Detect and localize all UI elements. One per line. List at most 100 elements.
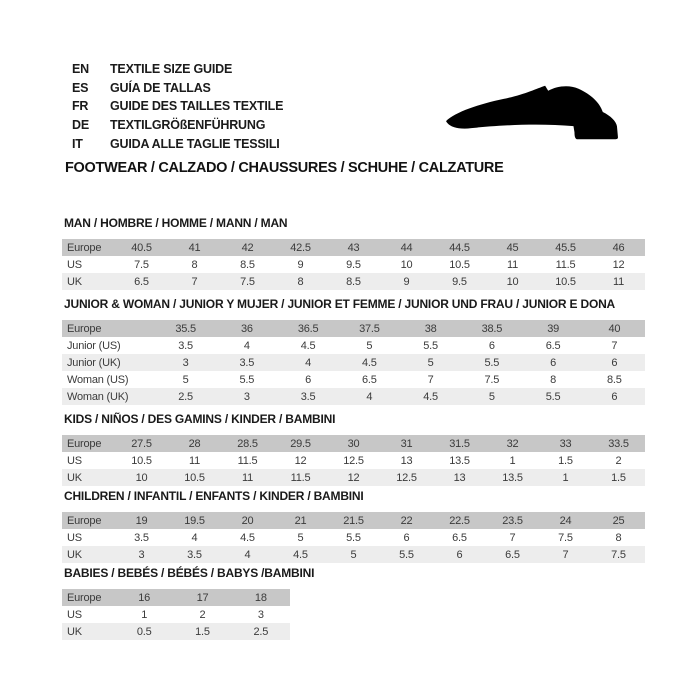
size-cell: 2.5 xyxy=(178,390,193,403)
row-label: UK xyxy=(67,625,82,638)
size-cell: 36 xyxy=(240,322,253,335)
size-cell: 27.5 xyxy=(131,437,152,450)
size-cell: 30 xyxy=(347,437,360,450)
size-cell: 10 xyxy=(506,275,519,288)
size-cell: 22.5 xyxy=(449,514,470,527)
size-cell: 11.5 xyxy=(290,471,311,484)
size-cell: 32 xyxy=(506,437,519,450)
size-cell: 0.5 xyxy=(136,625,152,638)
size-cell: 46 xyxy=(612,241,625,254)
section-kids: KIDS / NIÑOS / DES GAMINS / KINDER / BAM… xyxy=(62,412,645,486)
size-cell: 11 xyxy=(506,258,519,271)
size-cell: 10 xyxy=(400,258,413,271)
size-table-man: Europe 40.5 41 42 42.5 43 44 44.5 45 45.5 46 US 7.5 8… xyxy=(62,239,645,290)
table-header-row: Europe 40.5 41 42 42.5 43 44 44.5 45 45.5 46 xyxy=(62,239,645,256)
size-cell: 13.5 xyxy=(449,454,470,467)
table-header-row: Europe 16 17 18 xyxy=(62,589,290,606)
size-cell: 1 xyxy=(141,608,148,621)
row-label: Europe xyxy=(67,591,102,604)
size-cell: 5.5 xyxy=(484,356,500,369)
size-cell: 1 xyxy=(562,471,569,484)
row-label: UK xyxy=(67,275,82,288)
size-cell: 3.5 xyxy=(178,339,193,352)
size-cell: 6.5 xyxy=(545,339,561,352)
size-cell: 7 xyxy=(611,339,618,352)
size-cell: 7 xyxy=(509,531,516,544)
size-cell: 7.5 xyxy=(558,531,573,544)
size-cell: 9.5 xyxy=(452,275,467,288)
language-label: GUIDA ALLE TAGLIE TESSILI xyxy=(110,136,280,151)
size-cell: 8.5 xyxy=(240,258,255,271)
table-header-row: Europe 19 19.5 20 21 21.5 22 22.5 23.5 24 25 xyxy=(62,512,645,529)
size-cell: 1 xyxy=(509,454,516,467)
size-table-babies: Europe 16 17 18 US 1 2 3 UK 0.5 1.5 2.5 xyxy=(62,589,290,640)
size-table-junior-woman: Europe 35.5 36 36.5 37.5 38 38.5 39 40 Junior (US… xyxy=(62,320,645,405)
size-cell: 7.5 xyxy=(134,258,149,271)
size-cell: 12.5 xyxy=(343,454,364,467)
table-title-kids: KIDS / NIÑOS / DES GAMINS / KINDER / BAM… xyxy=(64,412,336,426)
language-code: FR xyxy=(72,99,89,114)
size-cell: 5.5 xyxy=(346,531,361,544)
row-label: Europe xyxy=(67,241,102,254)
size-cell: 5.5 xyxy=(239,373,255,386)
size-cell: 37.5 xyxy=(359,322,380,335)
size-cell: 5 xyxy=(427,356,434,369)
table-row: UK 6.5 7 7.5 8 8.5 9 9.5 10 10.5 11 xyxy=(62,273,645,290)
size-cell: 45 xyxy=(506,241,519,254)
size-cell: 24 xyxy=(559,514,572,527)
language-label: TEXTILGRÖßENFÜHRUNG xyxy=(110,118,266,133)
table-title-junior-woman: JUNIOR & WOMAN / JUNIOR Y MUJER / JUNIOR… xyxy=(64,297,616,311)
row-label: Junior (US) xyxy=(67,339,121,352)
size-cell: 44.5 xyxy=(449,241,470,254)
language-label: GUIDE DES TAILLES TEXTILE xyxy=(110,99,284,114)
size-cell: 40.5 xyxy=(131,241,152,254)
size-cell: 38.5 xyxy=(481,322,503,335)
row-label: US xyxy=(67,258,82,271)
size-cell: 13.5 xyxy=(502,471,523,484)
table-row: US 3.5 4 4.5 5 5.5 6 6.5 7 7.5 8 xyxy=(62,529,645,546)
size-cell: 13 xyxy=(400,454,413,467)
row-label: US xyxy=(67,608,82,621)
size-cell: 38 xyxy=(424,322,437,335)
size-cell: 10 xyxy=(135,471,148,484)
size-cell: 19 xyxy=(135,514,148,527)
language-label: GUÍA DE TALLAS xyxy=(110,80,211,95)
table-row: UK 3 3.5 4 4.5 5 5.5 6 6.5 7 7.5 xyxy=(62,546,645,563)
size-cell: 5 xyxy=(182,373,189,386)
size-cell: 6 xyxy=(456,548,463,561)
table-row: Junior (US) 3.5 4 4.5 5 5.5 6 6.5 7 xyxy=(62,337,645,354)
size-cell: 8 xyxy=(297,275,304,288)
table-title-babies: BABIES / BEBÉS / BÉBÉS / BABYS /BAMBINI xyxy=(64,566,315,580)
size-cell: 28 xyxy=(188,437,201,450)
size-cell: 4.5 xyxy=(300,339,316,352)
size-cell: 6.5 xyxy=(362,373,377,386)
category-title: FOOTWEAR / CALZADO / CHAUSSURES / SCHUHE… xyxy=(65,160,504,176)
size-cell: 12 xyxy=(612,258,625,271)
size-cell: 3.5 xyxy=(300,390,316,403)
table-title-children: CHILDREN / INFANTIL / ENFANTS / KINDER /… xyxy=(64,489,364,503)
size-cell: 7.5 xyxy=(611,548,626,561)
row-label: Europe xyxy=(67,514,102,527)
size-cell: 10.5 xyxy=(131,454,152,467)
table-title-man: MAN / HOMBRE / HOMME / MANN / MAN xyxy=(64,216,288,230)
size-cell: 1.5 xyxy=(558,454,573,467)
language-row-de: DE TEXTILGRÖßENFÜHRUNG xyxy=(72,116,283,135)
size-cell: 5 xyxy=(297,531,304,544)
row-label: Woman (UK) xyxy=(67,390,129,403)
language-code: ES xyxy=(72,80,89,95)
size-cell: 6 xyxy=(305,373,312,386)
size-cell: 5.5 xyxy=(545,390,561,403)
size-cell: 39 xyxy=(547,322,560,335)
size-cell: 3 xyxy=(138,548,145,561)
size-cell: 22 xyxy=(400,514,413,527)
size-cell: 4.5 xyxy=(362,356,377,369)
size-cell: 40 xyxy=(608,322,621,335)
table-row: UK 10 10.5 11 11.5 12 12.5 13 13.5 1 1.5 xyxy=(62,469,645,486)
size-cell: 4 xyxy=(243,339,250,352)
dress-shoe-icon xyxy=(446,85,618,140)
size-cell: 11 xyxy=(241,471,254,484)
size-cell: 3 xyxy=(182,356,189,369)
size-cell: 7 xyxy=(427,373,434,386)
size-cell: 2.5 xyxy=(253,625,269,638)
size-cell: 33.5 xyxy=(608,437,629,450)
